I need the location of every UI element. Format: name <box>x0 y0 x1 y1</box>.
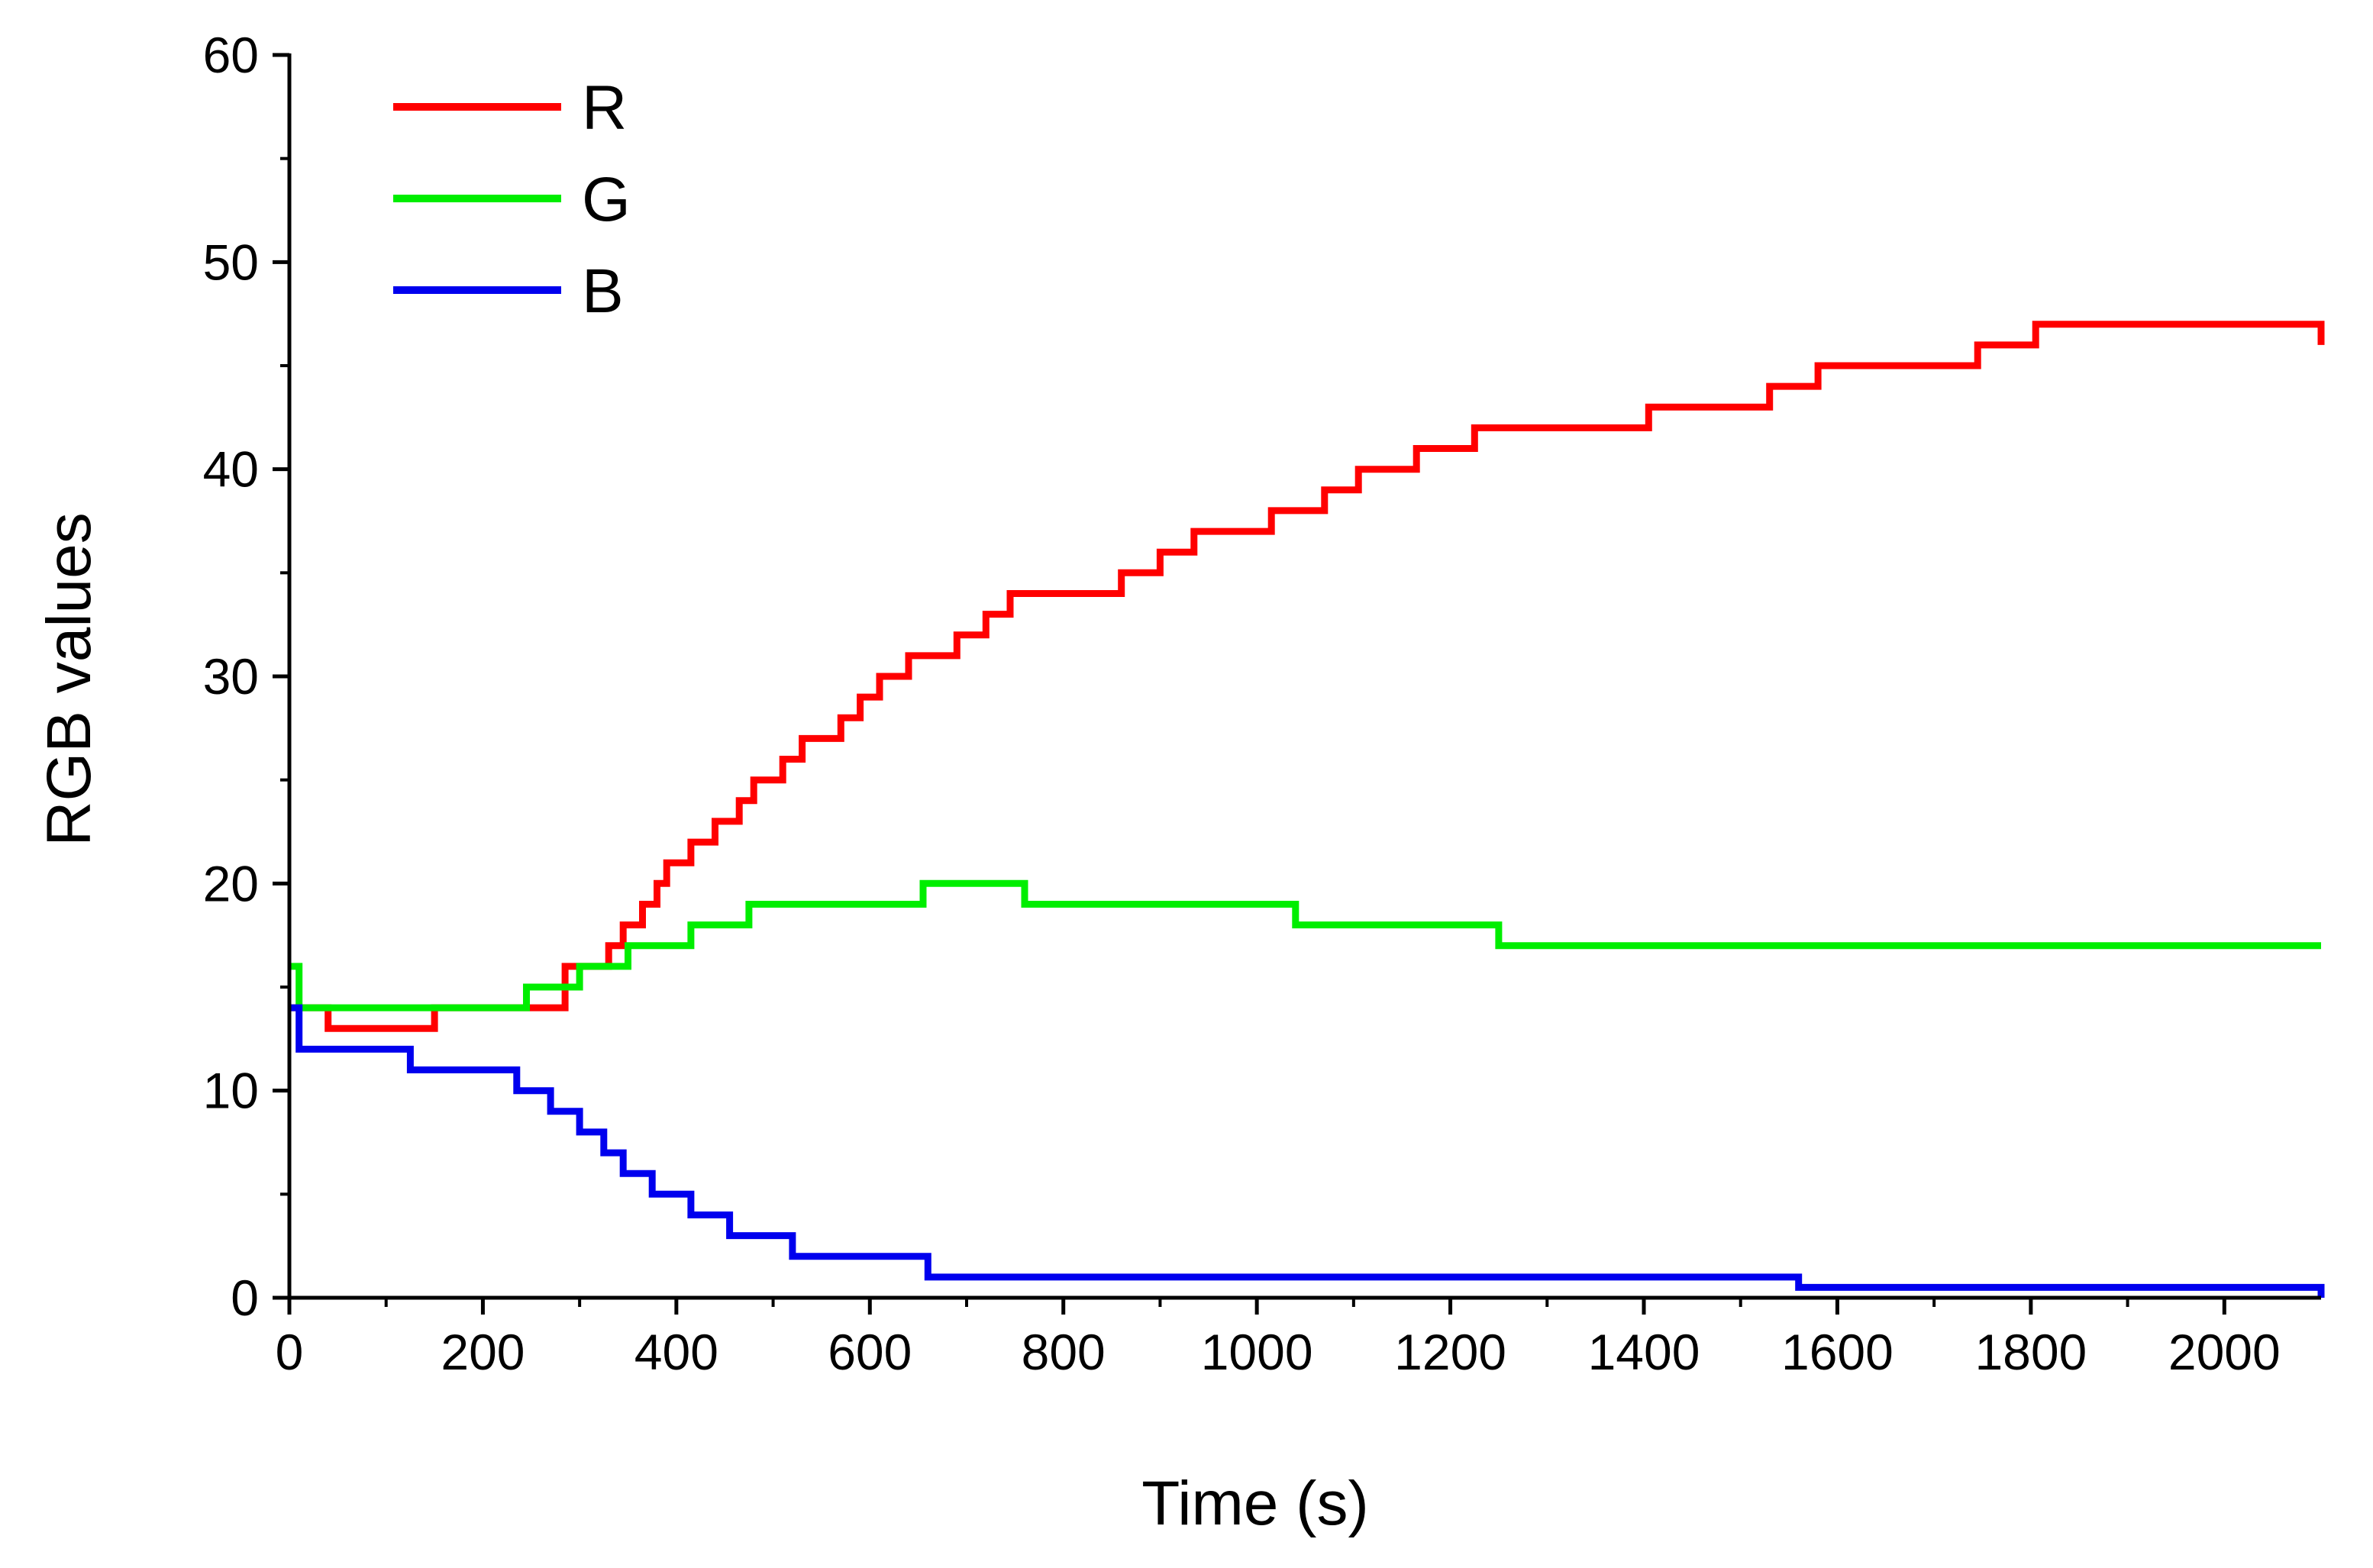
axes-layer: 0 200 400 600 800 1000 1200 1400 1600 1800 2000 0 10… <box>203 27 2321 1380</box>
y-tick-label: 30 <box>203 648 259 705</box>
legend-label-b: B <box>582 256 624 326</box>
x-tick-label: 400 <box>634 1324 718 1380</box>
x-tick-label: 800 <box>1022 1324 1106 1380</box>
y-tick-label: 0 <box>231 1270 259 1326</box>
x-tick-label: 200 <box>441 1324 525 1380</box>
legend-label-g: G <box>582 165 631 234</box>
x-tick-label: 0 <box>276 1324 304 1380</box>
y-tick-label: 50 <box>203 234 259 290</box>
series-line-b <box>289 1004 2325 1298</box>
y-tick-label: 40 <box>203 441 259 498</box>
x-tick-label: 600 <box>828 1324 912 1380</box>
y-tick-label: 60 <box>203 27 259 83</box>
legend: RGB <box>393 73 631 326</box>
y-tick-label: 20 <box>203 855 259 911</box>
x-tick-label: 1200 <box>1394 1324 1506 1380</box>
x-axis-title: Time (s) <box>1141 1469 1369 1538</box>
y-tick-label: 10 <box>203 1063 259 1119</box>
y-axis-title: RGB values <box>34 512 104 847</box>
x-tick-label: 1600 <box>1781 1324 1894 1380</box>
x-tick-label: 1800 <box>1974 1324 2087 1380</box>
x-tick-label: 1000 <box>1201 1324 1313 1380</box>
x-tick-label: 1400 <box>1588 1324 1700 1380</box>
series-layer <box>289 321 2325 1298</box>
legend-label-r: R <box>582 73 627 143</box>
series-line-g <box>289 879 2321 1011</box>
x-tick-label: 2000 <box>2168 1324 2281 1380</box>
series-line-r <box>289 321 2325 1032</box>
